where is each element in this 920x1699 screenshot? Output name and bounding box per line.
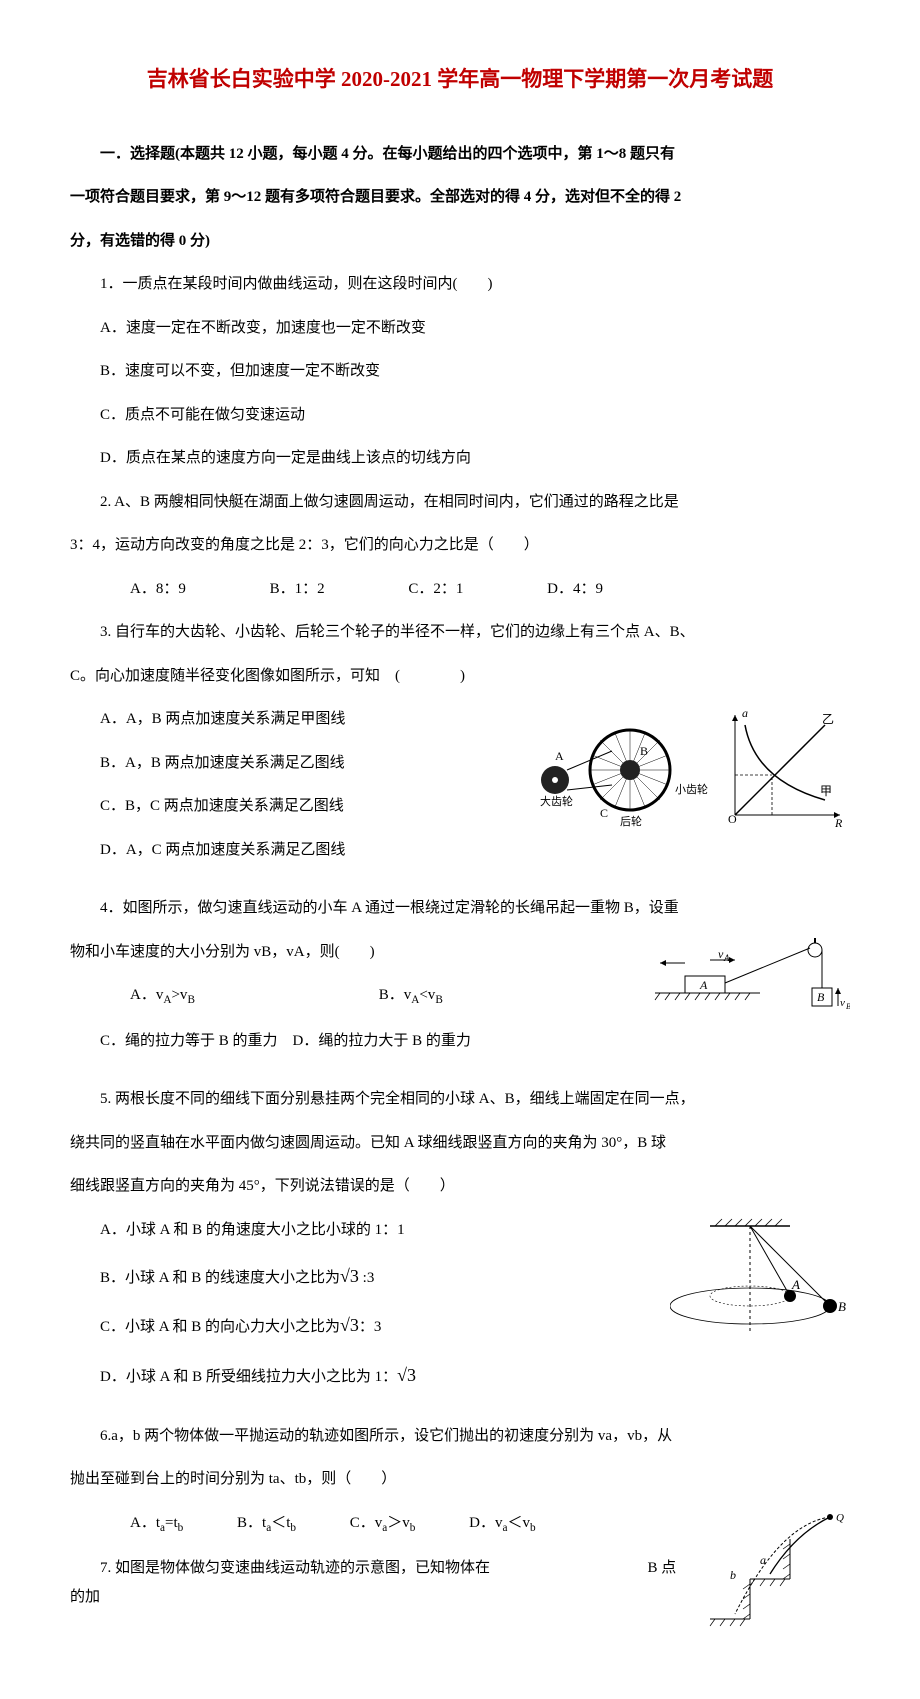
svg-text:A: A	[723, 953, 730, 963]
q3-stem2: C。向心加速度随半径变化图像如图所示，可知 ( )	[70, 662, 850, 691]
q3-figure: 大齿轮 A 小齿轮 后轮 C B	[520, 705, 850, 846]
q2-opt-a: A．8：9	[100, 575, 186, 604]
label-point-b: B	[640, 744, 648, 758]
q6-opt-b: B．ta＜tb	[207, 1509, 296, 1539]
q6-label-a: a	[760, 1553, 766, 1567]
sqrt3-icon: √3	[397, 1365, 416, 1385]
q6-label-b: b	[730, 1568, 736, 1582]
a-r-graph: O a R 乙 甲	[728, 706, 843, 830]
q6-opt-a: A．ta=tb	[100, 1509, 183, 1539]
q2-stem2: 3：4，运动方向改变的角度之比是 2：3，它们的向心力之比是（ ）	[70, 531, 850, 560]
graph-line-jia: 甲	[820, 784, 832, 798]
q2-opt-c: C．2：1	[378, 575, 463, 604]
label-point-a: A	[555, 749, 564, 763]
q5-label-a: A	[791, 1277, 800, 1292]
q1-opt-b: B．速度可以不变，但加速度一定不断改变	[70, 357, 850, 386]
sqrt3-icon: √3	[340, 1315, 359, 1335]
graph-x-axis: R	[834, 816, 843, 830]
sqrt3-icon: √3	[340, 1266, 359, 1286]
q5-stem2: 绕共同的竖直轴在水平面内做匀速圆周运动。已知 A 球细线跟竖直方向的夹角为 30…	[70, 1129, 850, 1158]
q2-opt-b: B．1：2	[240, 575, 325, 604]
q5-stem3: 细线跟竖直方向的夹角为 45°，下列说法错误的是（ ）	[70, 1172, 850, 1201]
q6-diagram-svg: a b Q	[700, 1509, 850, 1629]
q6-opt-d: D．va＜vb	[439, 1509, 535, 1539]
graph-y-axis: a	[742, 706, 748, 720]
section-header-line2: 一项符合题目要求，第 9～12 题有多项符合题目要求。全部选对的得 4 分，选对…	[70, 183, 850, 212]
q3-stem1: 3. 自行车的大齿轮、小齿轮、后轮三个轮子的半径不一样，它们的边缘上有三个点 A…	[70, 618, 850, 647]
label-point-c: C	[600, 806, 608, 820]
rear-wheel-icon	[590, 730, 670, 810]
q4-diagram-svg: A v A B v B	[650, 938, 850, 1018]
q2-stem1: 2. A、B 两艘相同快艇在湖面上做匀速圆周运动，在相同时间内，它们通过的路程之…	[70, 488, 850, 517]
label-big-gear: 大齿轮	[540, 794, 573, 808]
q6-q7-figure: a b Q	[700, 1509, 850, 1640]
q2-options: A．8：9 B．1：2 C．2：1 D．4：9	[70, 575, 850, 604]
label-rear-wheel: 后轮	[620, 814, 642, 828]
q4-label-b: B	[817, 990, 825, 1004]
q6-stem1: 6.a，b 两个物体做一平抛运动的轨迹如图所示，设它们抛出的初速度分别为 va，…	[70, 1422, 850, 1451]
q1-opt-d: D．质点在某点的速度方向一定是曲线上该点的切线方向	[70, 444, 850, 473]
q5-opt-d: D．小球 A 和 B 所受细线拉力大小之比为 1：√3	[70, 1358, 850, 1392]
q4-opt-c: C．绳的拉力等于 B 的重力	[100, 1033, 278, 1049]
q4-opt-a: A．vA>vB	[100, 981, 195, 1011]
q4-opt-b: B．vA<vB	[349, 981, 443, 1011]
q6-opt-c: C．va＞vb	[320, 1509, 416, 1539]
q4-options-cd: C．绳的拉力等于 B 的重力 D．绳的拉力大于 B 的重力	[70, 1027, 850, 1056]
page-title: 吉林省长白实验中学 2020-2021 学年高一物理下学期第一次月考试题	[70, 60, 850, 100]
q4-opt-d: D．绳的拉力大于 B 的重力	[293, 1033, 471, 1049]
q4-label-a: A	[699, 978, 708, 992]
q5-diagram-svg: A B	[670, 1216, 850, 1346]
q4-stem1: 4．如图所示，做匀速直线运动的小车 A 通过一根绕过定滑轮的长绳吊起一重物 B，…	[70, 894, 850, 923]
q1-stem: 1．一质点在某段时间内做曲线运动，则在这段时间内( )	[70, 270, 850, 299]
q6-stem2: 抛出至碰到台上的时间分别为 ta、tb，则（ ）	[70, 1465, 850, 1494]
svg-text:B: B	[846, 1002, 850, 1011]
q5-stem1: 5. 两根长度不同的细线下面分别悬挂两个完全相同的小球 A、B，细线上端固定在同…	[70, 1085, 850, 1114]
q4-label-vb: v	[840, 997, 845, 1009]
q5-figure: A B	[670, 1216, 850, 1357]
q5-label-b: B	[838, 1299, 846, 1314]
q3-diagram-svg: 大齿轮 A 小齿轮 后轮 C B	[520, 705, 850, 835]
section-header-line3: 分，有选错的得 0 分)	[70, 227, 850, 256]
svg-text:Q: Q	[836, 1512, 844, 1524]
section-header-line1: 一．选择题(本题共 12 小题，每小题 4 分。在每小题给出的四个选项中，第 1…	[70, 140, 850, 169]
graph-line-yi: 乙	[822, 712, 834, 726]
q4-figure: A v A B v B	[650, 938, 850, 1029]
label-small-gear: 小齿轮	[675, 782, 708, 796]
q1-opt-a: A．速度一定在不断改变，加速度也一定不断改变	[70, 314, 850, 343]
q2-opt-d: D．4：9	[517, 575, 603, 604]
q1-opt-c: C．质点不可能在做匀变速运动	[70, 401, 850, 430]
